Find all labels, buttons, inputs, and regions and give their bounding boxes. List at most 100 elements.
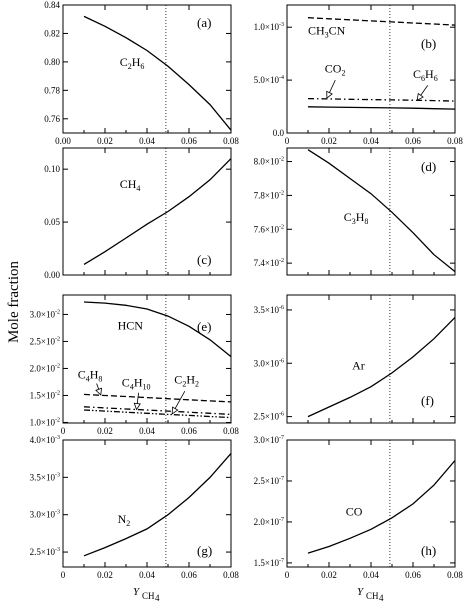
x-tick-label: 0.08 (447, 570, 463, 580)
species-label: C2H2 (174, 373, 199, 389)
y-tick-label: 0.10 (44, 164, 60, 174)
series-line (307, 316, 456, 418)
x-tick-label: 0.06 (405, 136, 421, 146)
series-line (83, 452, 232, 557)
series-line (307, 460, 456, 554)
species-label: CO2 (325, 62, 346, 78)
x-axis-label-left-subsub: 4 (155, 593, 160, 603)
y-tick-label: 7.6×10-2 (254, 224, 284, 234)
panel-label-d: (d) (421, 159, 436, 174)
species-label: C2H6 (120, 55, 145, 71)
panel-label-a: (a) (197, 15, 211, 30)
x-tick-label: 0 (285, 136, 290, 146)
x-tick-label: 0 (285, 570, 290, 580)
x-axis-label-right-sub: CH (366, 591, 379, 601)
y-tick-label: 3.0×10-2 (30, 309, 60, 319)
x-tick-label: 0.02 (97, 426, 113, 436)
x-tick-label: 0.08 (223, 426, 239, 436)
panel-b: 0 0.02 0.04 0.06 0.08 0.0 5.0×10-4 1.0×10-3 CH3C… (254, 4, 463, 146)
y-tick-label: 0.76 (44, 114, 60, 124)
y-tick-label: 0.84 (44, 0, 60, 10)
x-tick-label: 0 (61, 426, 66, 436)
y-tick-label: 3.5×10-6 (254, 305, 284, 315)
panels: 0.00 0.02 0.04 0.06 0.080.760.780.800.820.84… (30, 0, 463, 580)
y-tick-label: 3.5×10-3 (30, 472, 60, 482)
x-tick-label: 0.08 (223, 570, 239, 580)
x-tick-label: 0.06 (181, 136, 197, 146)
y-tick-label: 3.0×10-3 (30, 510, 60, 520)
y-tick-label: 3.0×10-6 (254, 358, 284, 368)
species-label: Ar (352, 359, 365, 373)
panel-g: 0 0.02 0.04 0.06 0.08 2.5×10-3 3.0×10-3 3.5×10-… (30, 435, 240, 580)
y-tick-label: 0.80 (44, 57, 60, 67)
x-tick-label: 0.08 (223, 136, 239, 146)
y-tick-label: 2.0×10-2 (30, 363, 60, 373)
x-axis-label-left-main: Y (133, 586, 141, 598)
panel-label-g: (g) (197, 543, 212, 558)
annotation-arrowhead (171, 406, 179, 415)
species-label: HCN (118, 319, 144, 333)
series-line (83, 158, 232, 265)
x-tick-label: 0.06 (181, 570, 197, 580)
x-tick-label: 0.02 (97, 136, 113, 146)
series-line (307, 97, 456, 102)
y-tick-label: 0.00 (44, 270, 60, 280)
x-tick-label: 0 (61, 570, 66, 580)
y-tick-label: 7.8×10-2 (254, 190, 284, 200)
y-tick-label: 0.78 (44, 85, 60, 95)
y-tick-label: 1.5×10-2 (30, 390, 60, 400)
y-tick-label: 1.0×10-2 (30, 417, 60, 427)
y-tick-label: 7.4×10-2 (254, 258, 284, 268)
y-tick-label: 0.82 (44, 28, 60, 38)
panel-f: 2.5×10-6 3.0×10-6 3.5×10-6 Ar (f) (254, 294, 456, 424)
x-tick-label: 0.06 (405, 570, 421, 580)
x-tick-label: 0.08 (447, 136, 463, 146)
species-label: CH4 (120, 177, 141, 193)
x-tick-label: 0.04 (139, 570, 155, 580)
y-tick-label: 1.0×10-3 (254, 22, 284, 32)
panel-label-h: (h) (421, 543, 436, 558)
panel-e: 0 0.02 0.04 0.06 0.08 1.0×10-2 1.5×10-2 2.0×10-… (30, 294, 239, 436)
x-tick-label: 0.02 (321, 136, 337, 146)
annotation-arrowhead (326, 90, 333, 99)
species-label: C6H6 (413, 67, 438, 83)
x-tick-label: 0.04 (139, 136, 155, 146)
x-tick-label: 0.04 (139, 426, 155, 436)
annotation-arrowhead (416, 92, 424, 101)
y-tick-label: 0.0 (273, 128, 285, 138)
y-axis-label: Mole fraction (6, 260, 22, 343)
series-line (83, 15, 232, 131)
x-tick-label: 0.06 (181, 426, 197, 436)
panel-d: 7.4×10-2 7.6×10-2 7.8×10-2 8.0×10-2 C3H8 (d) (254, 147, 456, 276)
x-axis-label-left-sub: CH (142, 591, 155, 601)
species-label: N2 (118, 512, 131, 528)
x-tick-label: 0.04 (363, 136, 379, 146)
panel-h: 0 0.02 0.04 0.06 0.08 1.5×10-7 2.0×10-7 2.5×10-… (254, 435, 463, 580)
panel-e-frame (62, 294, 232, 424)
y-tick-label: 4.0×10-3 (30, 435, 60, 445)
series-line (307, 17, 456, 26)
x-tick-label: 0.00 (55, 136, 71, 146)
y-tick-label: 2.0×10-7 (254, 517, 284, 527)
panel-label-f: (f) (421, 393, 434, 408)
x-axis-label-right-subsub: 4 (379, 593, 384, 603)
annotation-arrowhead (133, 402, 141, 411)
y-tick-label: 3.0×10-7 (254, 435, 284, 445)
x-axis-label-left: Y CH 4 (133, 586, 160, 603)
series-line (83, 406, 232, 416)
panel-label-b: (b) (421, 36, 436, 51)
species-label: C3H8 (344, 210, 369, 226)
x-axis-label-right: Y CH 4 (357, 586, 384, 603)
y-tick-label: 0.05 (44, 217, 60, 227)
series-line (83, 393, 232, 403)
panel-label-e: (e) (197, 319, 211, 334)
species-label: CH3CN (308, 24, 346, 40)
y-tick-label: 2.5×10-6 (254, 412, 284, 422)
species-label: C4H8 (78, 368, 103, 384)
panel-label-c: (c) (197, 252, 211, 267)
x-tick-label: 0.02 (321, 570, 337, 580)
x-axis-label-right-main: Y (357, 586, 365, 598)
species-label: C4H10 (122, 375, 151, 391)
x-tick-label: 0.02 (97, 570, 113, 580)
